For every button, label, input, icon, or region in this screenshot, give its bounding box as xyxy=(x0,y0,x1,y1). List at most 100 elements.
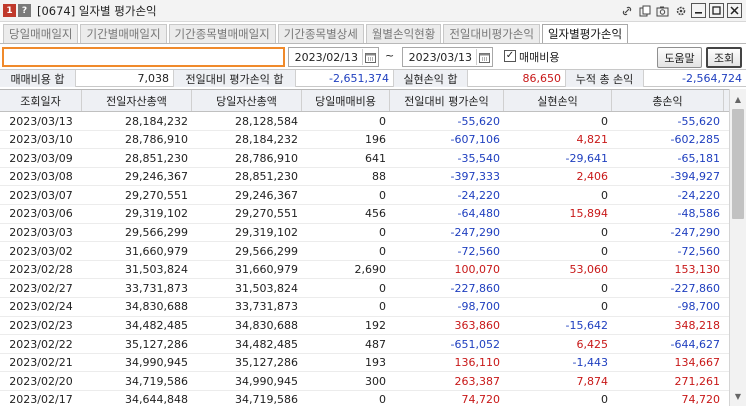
table-row[interactable]: 2023/02/21 34,990,945 35,127,286 193 136,110… xyxy=(0,354,729,373)
date-range-separator: ~ xyxy=(385,49,395,62)
cumulative-total-value: -2,564,724 xyxy=(682,72,742,85)
cell-query-date: 2023/03/07 xyxy=(9,188,73,202)
cell-today-fees: 0 xyxy=(379,188,386,202)
cell-daily-eval-pnl: 263,387 xyxy=(454,374,501,388)
header-today-fees[interactable]: 당일매매비용 xyxy=(302,90,390,111)
cell-today-fees: 2,690 xyxy=(354,263,387,277)
header-prev-total-assets[interactable]: 전일자산총액 xyxy=(82,90,192,111)
cell-daily-eval-pnl: -98,700 xyxy=(457,300,500,314)
cell-realized-pnl: 0 xyxy=(601,226,608,240)
scroll-up-icon[interactable]: ▲ xyxy=(734,94,742,104)
cell-realized-pnl: 0 xyxy=(601,244,608,258)
close-icon[interactable] xyxy=(727,3,742,18)
cell-realized-pnl: 0 xyxy=(601,281,608,295)
cell-total-pnl: 348,218 xyxy=(674,319,721,333)
cell-total-pnl: -55,620 xyxy=(677,114,720,128)
cell-today-total-assets: 33,731,873 xyxy=(235,300,298,314)
cell-today-fees: 300 xyxy=(365,374,386,388)
cell-prev-total-assets: 33,731,873 xyxy=(125,281,188,295)
camera-icon[interactable] xyxy=(655,3,670,18)
header-realized-pnl[interactable]: 실현손익 xyxy=(504,90,612,111)
cell-daily-eval-pnl: -227,860 xyxy=(450,281,500,295)
cell-realized-pnl: 0 xyxy=(601,393,608,406)
cell-daily-eval-pnl: -651,052 xyxy=(450,337,500,351)
daily-eval-total-label: 전일대비 평가손익 합 xyxy=(174,70,296,87)
screen-number-icon[interactable]: 1 xyxy=(3,4,16,17)
link-icon[interactable] xyxy=(619,3,634,18)
start-date-field[interactable]: 2023/02/13 xyxy=(288,47,379,67)
cell-total-pnl: -602,285 xyxy=(670,133,720,147)
daily-eval-total-value: -2,651,374 xyxy=(296,70,394,87)
cell-today-fees: 641 xyxy=(365,151,386,165)
help-icon[interactable]: ? xyxy=(18,4,31,17)
help-button[interactable]: 도움말 xyxy=(657,47,702,68)
summary-bar: 매매비용 합 7,038 전일대비 평가손익 합 -2,651,374 실현손익… xyxy=(0,69,746,87)
include-fees-checkbox[interactable]: ✓ xyxy=(504,50,516,62)
table-row[interactable]: 2023/03/06 29,319,102 29,270,551 456 -64,480… xyxy=(0,205,729,224)
tab-monthly-pnl[interactable]: 월별손익현황 xyxy=(365,24,442,43)
tab-daily-trade-log[interactable]: 당일매매일지 xyxy=(3,24,79,43)
table-row[interactable]: 2023/03/09 28,851,230 28,786,910 641 -35,540… xyxy=(0,149,729,168)
cell-realized-pnl: 0 xyxy=(601,300,608,314)
table-row[interactable]: 2023/02/24 34,830,688 33,731,873 0 -98,700 0 -… xyxy=(0,298,729,317)
cell-prev-total-assets: 34,830,688 xyxy=(125,300,188,314)
account-input[interactable] xyxy=(2,47,285,67)
cumulative-total-label: 누적 총 손익 xyxy=(566,70,644,87)
cell-today-fees: 487 xyxy=(365,337,386,351)
table-row[interactable]: 2023/03/08 29,246,367 28,851,230 88 -397,333… xyxy=(0,168,729,187)
window-title: [0674] 일자별 평가손익 xyxy=(37,3,157,18)
table-row[interactable]: 2023/03/03 29,566,299 29,319,102 0 -247,290 0… xyxy=(0,224,729,243)
table-row[interactable]: 2023/02/27 33,731,873 31,503,824 0 -227,860 0… xyxy=(0,279,729,298)
cell-today-fees: 0 xyxy=(379,114,386,128)
cell-prev-total-assets: 34,719,586 xyxy=(125,374,188,388)
cell-daily-eval-pnl: -35,540 xyxy=(457,151,500,165)
table-row[interactable]: 2023/02/17 34,644,848 34,719,586 0 74,720 0 74… xyxy=(0,391,729,406)
query-button[interactable]: 조회 xyxy=(706,47,742,68)
cell-realized-pnl: 0 xyxy=(601,114,608,128)
vertical-scrollbar[interactable]: ▲ ▼ xyxy=(729,89,746,406)
header-daily-eval-pnl[interactable]: 전일대비 평가손익 xyxy=(390,90,504,111)
cell-total-pnl: -247,290 xyxy=(670,226,720,240)
cell-daily-eval-pnl: 363,860 xyxy=(454,319,501,333)
tab-period-trade-log[interactable]: 기간별매매일지 xyxy=(80,24,167,43)
maximize-icon[interactable] xyxy=(709,3,724,18)
tab-period-stock-detail[interactable]: 기간종목별상세 xyxy=(277,24,364,43)
table-row[interactable]: 2023/03/13 28,184,232 28,128,584 0 -55,620 0 -… xyxy=(0,112,729,131)
minimize-icon[interactable] xyxy=(691,3,706,18)
fee-total-label: 매매비용 합 xyxy=(0,70,76,87)
gear-icon[interactable] xyxy=(673,3,688,18)
cell-today-total-assets: 29,270,551 xyxy=(235,207,298,221)
fee-total-value: 7,038 xyxy=(76,70,174,87)
cell-prev-total-assets: 31,503,824 xyxy=(125,263,188,277)
table-row[interactable]: 2023/02/23 34,482,485 34,830,688 192 363,860… xyxy=(0,317,729,336)
header-query-date[interactable]: 조회일자 xyxy=(0,90,82,111)
copy-icon[interactable] xyxy=(637,3,652,18)
cell-today-fees: 0 xyxy=(379,281,386,295)
cell-query-date: 2023/03/08 xyxy=(9,170,73,184)
cell-prev-total-assets: 28,184,232 xyxy=(125,114,188,128)
tab-daily-eval-change[interactable]: 전일대비평가손익 xyxy=(443,24,540,43)
table-row[interactable]: 2023/02/28 31,503,824 31,660,979 2,690 100,0… xyxy=(0,261,729,280)
table-row[interactable]: 2023/02/22 35,127,286 34,482,485 487 -651,05… xyxy=(0,335,729,354)
header-today-total-assets[interactable]: 당일자산총액 xyxy=(192,90,302,111)
cell-today-fees: 0 xyxy=(379,226,386,240)
table-row[interactable]: 2023/03/10 28,786,910 28,184,232 196 -607,10… xyxy=(0,131,729,150)
tab-period-stock-trade-log[interactable]: 기간종목별매매일지 xyxy=(168,24,276,43)
end-date-field[interactable]: 2023/03/13 xyxy=(402,47,493,67)
cell-prev-total-assets: 29,566,299 xyxy=(125,226,188,240)
cell-query-date: 2023/02/22 xyxy=(9,337,73,351)
scrollbar-thumb[interactable] xyxy=(732,109,744,219)
cell-total-pnl: -48,586 xyxy=(677,207,720,221)
scroll-down-icon[interactable]: ▼ xyxy=(734,391,742,401)
table-row[interactable]: 2023/03/07 29,270,551 29,246,367 0 -24,220 0 -… xyxy=(0,186,729,205)
cell-today-fees: 196 xyxy=(365,133,386,147)
cell-prev-total-assets: 34,482,485 xyxy=(125,319,188,333)
title-bar: 1 ? [0674] 일자별 평가손익 xyxy=(0,0,746,22)
table-row[interactable]: 2023/03/02 31,660,979 29,566,299 0 -72,560 0 -… xyxy=(0,242,729,261)
calendar-icon[interactable] xyxy=(476,49,492,65)
table-row[interactable]: 2023/02/20 34,719,586 34,990,945 300 263,387… xyxy=(0,372,729,391)
tab-daily-eval-pnl[interactable]: 일자별평가손익 xyxy=(541,24,629,43)
calendar-icon[interactable] xyxy=(362,49,378,65)
header-total-pnl[interactable]: 총손익 xyxy=(612,90,724,111)
include-fees-label: 매매비용 xyxy=(519,51,560,64)
